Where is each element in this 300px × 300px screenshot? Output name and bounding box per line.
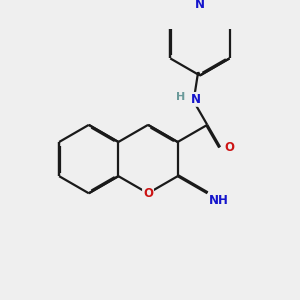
Text: O: O [224, 141, 234, 154]
Text: O: O [143, 187, 153, 200]
Text: N: N [195, 0, 205, 11]
Text: NH: NH [209, 194, 229, 207]
Text: N: N [191, 93, 201, 106]
Text: H: H [176, 92, 186, 102]
